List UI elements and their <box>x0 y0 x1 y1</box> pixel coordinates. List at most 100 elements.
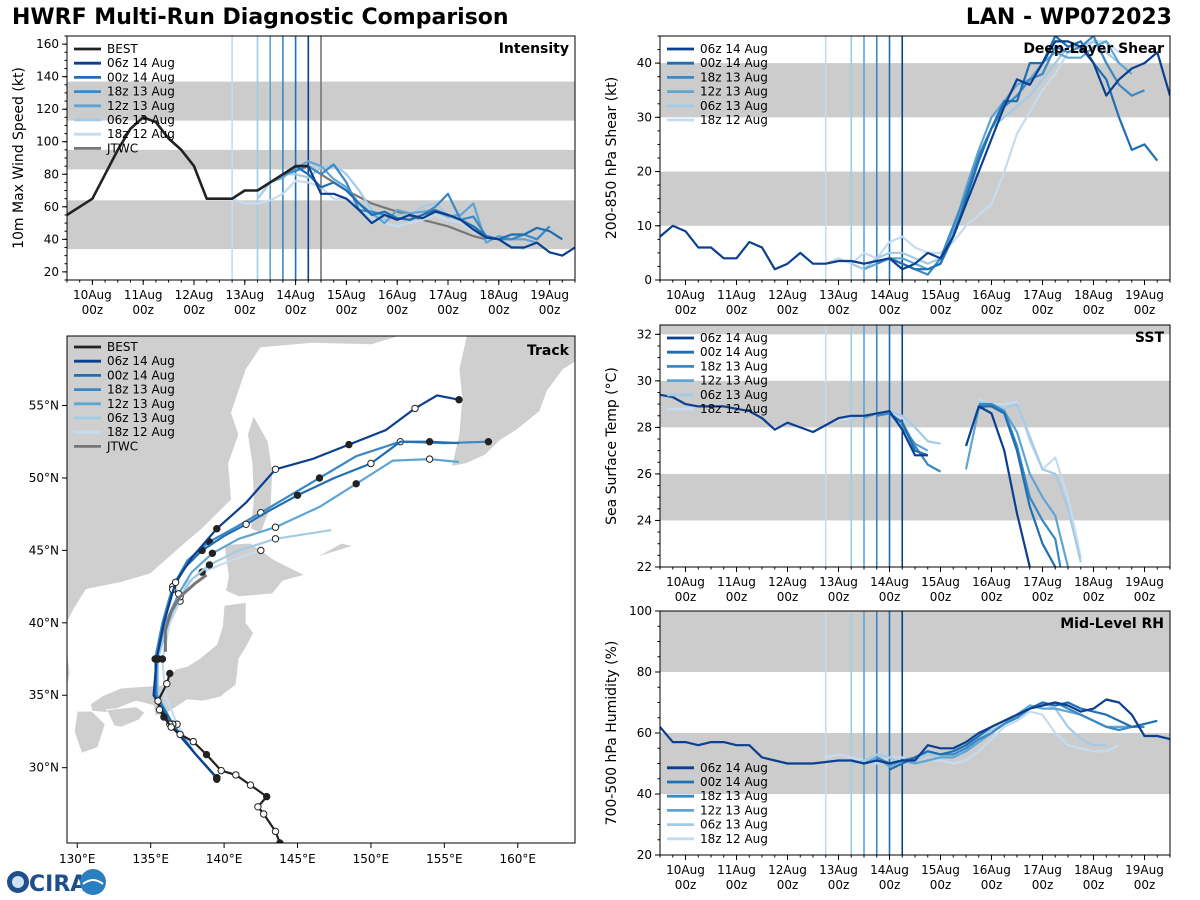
shear-xtick-label-day: 15Aug <box>921 288 960 302</box>
track-point-best <box>260 810 268 818</box>
track-point-06z-14-aug <box>455 396 463 404</box>
intensity-legend-label-00z-14-aug: 00z 14 Aug <box>107 70 175 84</box>
track-legend-label-best: BEST <box>107 340 138 354</box>
sst-legend-label-12z-13-aug: 12z 13 Aug <box>700 374 768 388</box>
rh-legend-label-18z-13-aug: 18z 13 Aug <box>700 789 768 803</box>
track-landmass <box>370 528 386 537</box>
sst-legend-label-06z-14-aug: 06z 14 Aug <box>700 331 768 345</box>
rh-xtick-label-hour: 00z <box>828 878 850 892</box>
track-legend-label-12z-13-aug: 12z 13 Aug <box>107 397 175 411</box>
page-title: HWRF Multi-Run Diagnostic Comparison <box>12 5 509 30</box>
sst-series-06z-14-aug <box>660 393 928 457</box>
sst-xtick-label-day: 19Aug <box>1125 575 1164 589</box>
sst-title: SST <box>1135 330 1165 346</box>
intensity-series-group <box>67 116 575 257</box>
track-xtick-label: 145°E <box>279 852 316 866</box>
track-legend-label-18z-13-aug: 18z 13 Aug <box>107 383 175 397</box>
intensity-xtick-label-hour: 00z <box>82 303 104 317</box>
intensity-xtick-label-day: 15Aug <box>327 288 366 302</box>
track-point-12z-13-aug <box>352 480 360 488</box>
shear-xtick-label-day: 17Aug <box>1023 288 1062 302</box>
rh-ytick-label: 40 <box>637 787 652 801</box>
track-xtick-label: 150°E <box>353 852 390 866</box>
track-xtick-label: 155°E <box>426 852 463 866</box>
sst-ytick-label: 26 <box>637 467 652 481</box>
sst-legend-label-00z-14-aug: 00z 14 Aug <box>700 345 768 359</box>
track-xtick-label: 160°E <box>499 852 536 866</box>
rh-panel: 2040608010010Aug00z11Aug00z12Aug00z13Aug… <box>604 604 1171 892</box>
sst-xtick-label-day: 16Aug <box>972 575 1011 589</box>
intensity-xtick-label-hour: 00z <box>437 303 459 317</box>
track-landmass <box>73 710 106 754</box>
intensity-panel: 2040608010012014016010Aug00z11Aug00z12Au… <box>11 35 576 317</box>
track-point-best <box>154 697 162 705</box>
track-point-18z-12-aug <box>257 546 265 555</box>
sst-series-00z-14-aug <box>978 405 1057 567</box>
shear-xtick-label-day: 19Aug <box>1125 288 1164 302</box>
shear-ytick-label: 20 <box>637 165 652 179</box>
track-landmass <box>67 648 71 689</box>
rh-ytick-label: 20 <box>637 848 652 862</box>
cira-logo: CIRA <box>7 869 106 897</box>
intensity-ytick-label: 140 <box>36 70 59 84</box>
track-landmass <box>451 336 575 467</box>
rh-series-18z-12-aug <box>825 710 1120 765</box>
intensity-xtick-label-hour: 00z <box>336 303 358 317</box>
track-point-00z-14-aug <box>242 520 250 528</box>
track-point-best <box>160 713 168 721</box>
rh-xtick-label-hour: 00z <box>777 878 799 892</box>
track-landmass <box>106 706 146 728</box>
intensity-ytick-label: 40 <box>44 232 59 246</box>
rh-ylabel: 700-500 hPa Humidity (%) <box>604 641 620 826</box>
shear-legend-label-18z-13-aug: 18z 13 Aug <box>700 70 768 84</box>
track-legend-label-06z-13-aug: 06z 13 Aug <box>107 411 175 425</box>
track-point-06z-14-aug <box>152 655 161 663</box>
track-ytick-label: 35°N <box>29 688 59 702</box>
track-point-00z-14-aug <box>425 438 434 446</box>
track-ytick-label: 50°N <box>29 471 59 485</box>
track-ytick-label: 45°N <box>29 543 59 557</box>
intensity-xtick-label-hour: 00z <box>285 303 307 317</box>
intensity-legend-label-18z-12-aug: 18z 12 Aug <box>107 127 175 141</box>
intensity-series-best <box>67 116 309 216</box>
track-point-12z-13-aug <box>208 549 217 557</box>
sst-ytick-label: 28 <box>637 420 652 434</box>
intensity-ylabel: 10m Max Wind Speed (kt) <box>11 67 27 249</box>
rh-xtick-label-day: 15Aug <box>921 863 960 877</box>
sst-threshold-band <box>660 473 1170 521</box>
shear-xtick-label-hour: 00z <box>1134 303 1156 317</box>
shear-legend-label-12z-13-aug: 12z 13 Aug <box>700 85 768 99</box>
sst-xtick-label-hour: 00z <box>1032 590 1054 604</box>
intensity-xtick-label-day: 11Aug <box>124 288 163 302</box>
shear-legend-label-06z-14-aug: 06z 14 Aug <box>700 42 768 56</box>
intensity-xtick-label-hour: 00z <box>386 303 408 317</box>
sst-xtick-label-hour: 00z <box>879 590 901 604</box>
intensity-xtick-label-hour: 00z <box>539 303 561 317</box>
shear-xtick-label-hour: 00z <box>777 303 799 317</box>
rh-series-group <box>660 698 1170 771</box>
rh-legend-label-12z-13-aug: 12z 13 Aug <box>700 803 768 817</box>
sst-xtick-label-hour: 00z <box>675 590 697 604</box>
track-point-best <box>176 730 184 739</box>
shear-ylabel: 200-850 hPa Shear (kt) <box>604 77 620 239</box>
track-point-00z-14-aug <box>367 459 375 468</box>
shear-xtick-label-hour: 00z <box>981 303 1003 317</box>
rh-xtick-label-day: 11Aug <box>717 863 756 877</box>
track-point-best <box>167 723 175 731</box>
intensity-xtick-label-day: 12Aug <box>175 288 214 302</box>
svg-text:CIRA: CIRA <box>29 872 87 897</box>
rh-ytick-label: 100 <box>629 604 652 618</box>
rh-xtick-label-day: 13Aug <box>819 863 858 877</box>
track-point-12z-13-aug <box>271 523 280 531</box>
track-ytick-label: 30°N <box>29 761 59 775</box>
track-landmass <box>90 602 254 716</box>
sst-xtick-label-hour: 00z <box>828 590 850 604</box>
intensity-series-00z-14-aug <box>295 165 563 241</box>
intensity-legend-label-12z-13-aug: 12z 13 Aug <box>107 99 175 113</box>
track-xtick-label: 130°E <box>59 852 96 866</box>
track-point-06z-14-aug <box>213 525 221 533</box>
intensity-series-06z-14-aug <box>307 165 575 257</box>
sst-xtick-label-day: 15Aug <box>921 575 960 589</box>
intensity-xtick-label-hour: 00z <box>132 303 154 317</box>
